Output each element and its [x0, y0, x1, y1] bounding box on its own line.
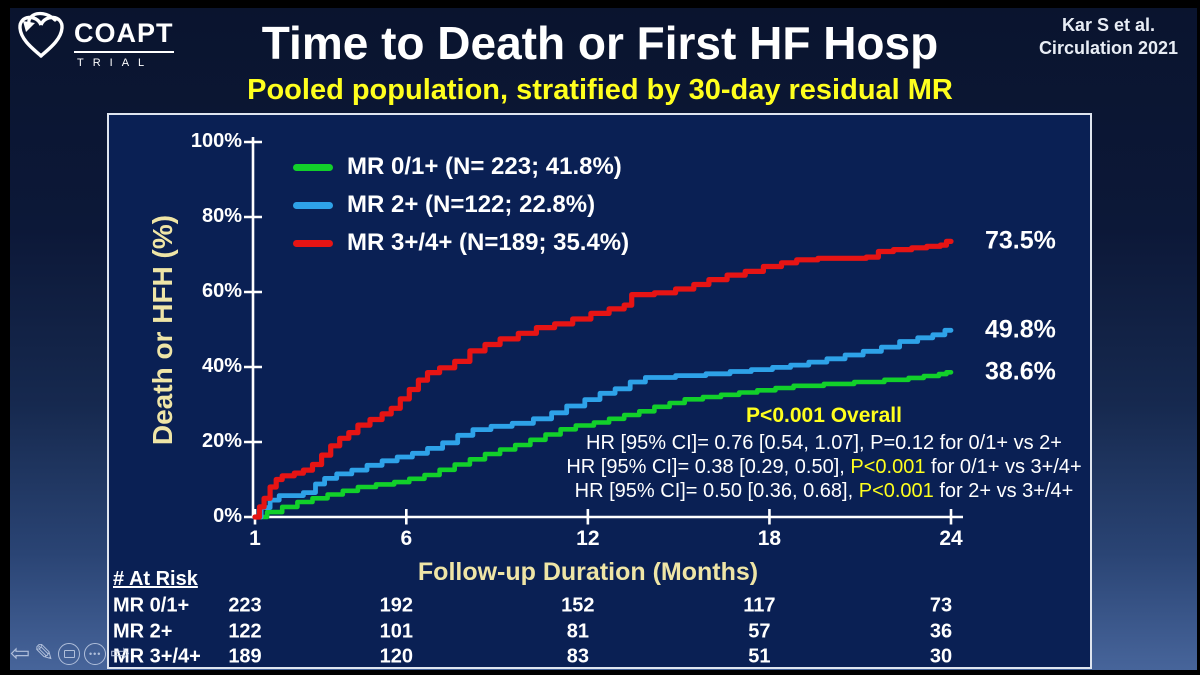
next-slide-icon[interactable]: ⇨ [110, 640, 131, 667]
hr-line-2: HR [95% CI]= 0.38 [0.29, 0.50], P<0.001 … [566, 456, 1082, 478]
legend-swatch [293, 239, 333, 247]
legend-label: MR 0/1+ (N= 223; 41.8%) [347, 153, 622, 180]
x-tick-label-1: 1 [249, 527, 261, 550]
legend-label: MR 3+/4+ (N=189; 35.4%) [347, 229, 630, 256]
at-risk-value: 81 [566, 620, 589, 642]
p-value: P=0.12 [870, 432, 935, 454]
heart-arrow-icon [18, 11, 64, 58]
citation: Kar S et al. Circulation 2021 [1039, 14, 1178, 61]
legend-swatch [293, 163, 333, 171]
end-label-mr-2+: 49.8% [985, 315, 1056, 344]
at-risk-header: # At Risk [113, 568, 198, 590]
stats-block: P<0.001 Overall HR [95% CI]= 0.76 [0.54,… [566, 404, 1081, 503]
x-tick-label-12: 12 [576, 527, 600, 550]
slide-subtitle: Pooled population, stratified by 30-day … [247, 74, 953, 106]
show-slides-glyph [63, 650, 75, 658]
previous-slide-icon[interactable]: ⇦ [10, 640, 31, 667]
at-risk-value: 122 [228, 620, 262, 642]
citation-authors: Kar S et al. [1061, 15, 1155, 35]
coapt-trial-logo: COAPT TRIAL [14, 10, 174, 69]
logo-brand-text: COAPT [74, 18, 174, 53]
legend: MR 0/1+ (N= 223; 41.8%) MR 2+ (N=122; 22.… [293, 148, 629, 262]
legend-swatch [293, 201, 333, 209]
p-value: P<0.001 [858, 480, 934, 502]
x-tick-label-6: 6 [400, 527, 413, 550]
at-risk-label-mr-2+: MR 2+ [113, 620, 173, 642]
y-tick-label-80: 80% [201, 205, 242, 228]
y-tick-label-100: 100% [190, 130, 242, 153]
legend-label: MR 2+ (N=122; 22.8%) [347, 191, 596, 218]
x-tick-label-18: 18 [757, 527, 782, 550]
at-risk-value: 117 [743, 594, 776, 617]
at-risk-value: 83 [566, 645, 589, 668]
at-risk-value: 30 [929, 645, 953, 668]
legend-item-mr-0/1+: MR 0/1+ (N= 223; 41.8%) [293, 148, 629, 186]
at-risk-value: 120 [379, 645, 413, 668]
overall-p-value: P<0.001 Overall [746, 404, 902, 427]
citation-journal: Circulation 2021 [1038, 38, 1178, 59]
logo-sub-text: TRIAL [77, 57, 154, 69]
hr-line-1: HR [95% CI]= 0.76 [0.54, 1.07], P=0.12 f… [586, 432, 1062, 454]
at-risk-value: 101 [379, 620, 413, 642]
frame-top [0, 0, 1200, 8]
y-axis-title: Death or HFH (%) [147, 214, 178, 446]
at-risk-label-mr-0/1+: MR 0/1+ [113, 594, 190, 617]
show-slides-icon[interactable] [58, 643, 81, 665]
slide-title: Time to Death or First HF Hosp [261, 17, 939, 69]
at-risk-value: 51 [748, 645, 771, 668]
at-risk-label-mr-3+/4+: MR 3+/4+ [113, 645, 201, 668]
frame-right [1197, 0, 1200, 675]
more-options-icon[interactable]: ••• [84, 643, 107, 665]
x-axis-title: Follow-up Duration (Months) [417, 558, 759, 586]
at-risk-value: 192 [379, 594, 413, 617]
end-label-mr-3+/4+: 73.5% [985, 226, 1056, 255]
y-tick-label-0: 0% [213, 505, 242, 528]
at-risk-value: 223 [228, 594, 262, 617]
at-risk-value: 73 [929, 594, 953, 617]
at-risk-value: 189 [228, 645, 262, 668]
at-risk-value: 36 [929, 620, 953, 642]
more-options-glyph: ••• [88, 648, 102, 659]
hr-line-3: HR [95% CI]= 0.50 [0.36, 0.68], P<0.001 … [574, 480, 1074, 502]
x-tick-label-24: 24 [939, 527, 963, 550]
y-tick-label-60: 60% [201, 280, 242, 303]
at-risk-value: 152 [561, 594, 595, 617]
legend-item-mr-2+: MR 2+ (N=122; 22.8%) [293, 186, 629, 224]
p-value: P<0.001 [850, 456, 926, 478]
frame-bottom [0, 670, 1200, 675]
frame-left [0, 0, 10, 675]
end-label-mr-0/1+: 38.6% [985, 357, 1056, 386]
at-risk-value: 57 [748, 620, 771, 642]
y-tick-label-20: 20% [201, 430, 242, 453]
y-tick-label-40: 40% [201, 355, 242, 378]
legend-item-mr-3+/4+: MR 3+/4+ (N=189; 35.4%) [293, 224, 629, 262]
pen-tool-icon[interactable]: ✎ [34, 640, 55, 667]
presenter-toolbar: ⇦ ✎ ••• ⇨ [10, 642, 130, 666]
